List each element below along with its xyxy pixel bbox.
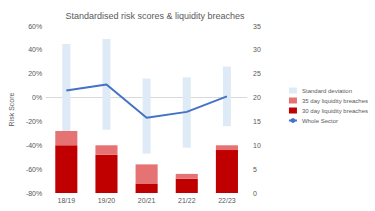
svg-text:Standardised risk scores & liq: Standardised risk scores & liquidity bre… [65,11,245,21]
svg-text:20%: 20% [28,70,42,77]
svg-text:10: 10 [253,142,261,149]
svg-text:22/23: 22/23 [218,197,236,204]
svg-text:35 day liquidity breaches: 35 day liquidity breaches [302,98,368,104]
svg-text:60%: 60% [28,23,42,30]
svg-text:0%: 0% [32,94,42,101]
svg-text:15: 15 [253,118,261,125]
svg-text:30 day liquidity breaches: 30 day liquidity breaches [302,108,368,114]
svg-text:19/20: 19/20 [98,197,116,204]
svg-text:-40%: -40% [26,142,42,149]
svg-text:Standard deviation: Standard deviation [302,88,352,94]
svg-text:20: 20 [253,94,261,101]
svg-text:25: 25 [253,70,261,77]
svg-text:21/22: 21/22 [178,197,196,204]
svg-text:-80%: -80% [26,190,42,197]
svg-text:0: 0 [253,190,257,197]
svg-text:Risk Score: Risk Score [8,92,15,126]
svg-text:35: 35 [253,23,261,30]
svg-text:20/21: 20/21 [138,197,156,204]
svg-text:5: 5 [253,166,257,173]
svg-text:30: 30 [253,46,261,53]
svg-text:18/19: 18/19 [58,197,76,204]
svg-text:-60%: -60% [26,166,42,173]
svg-text:40%: 40% [28,46,42,53]
svg-text:Whole Sector: Whole Sector [302,118,338,124]
svg-text:-20%: -20% [26,118,42,125]
